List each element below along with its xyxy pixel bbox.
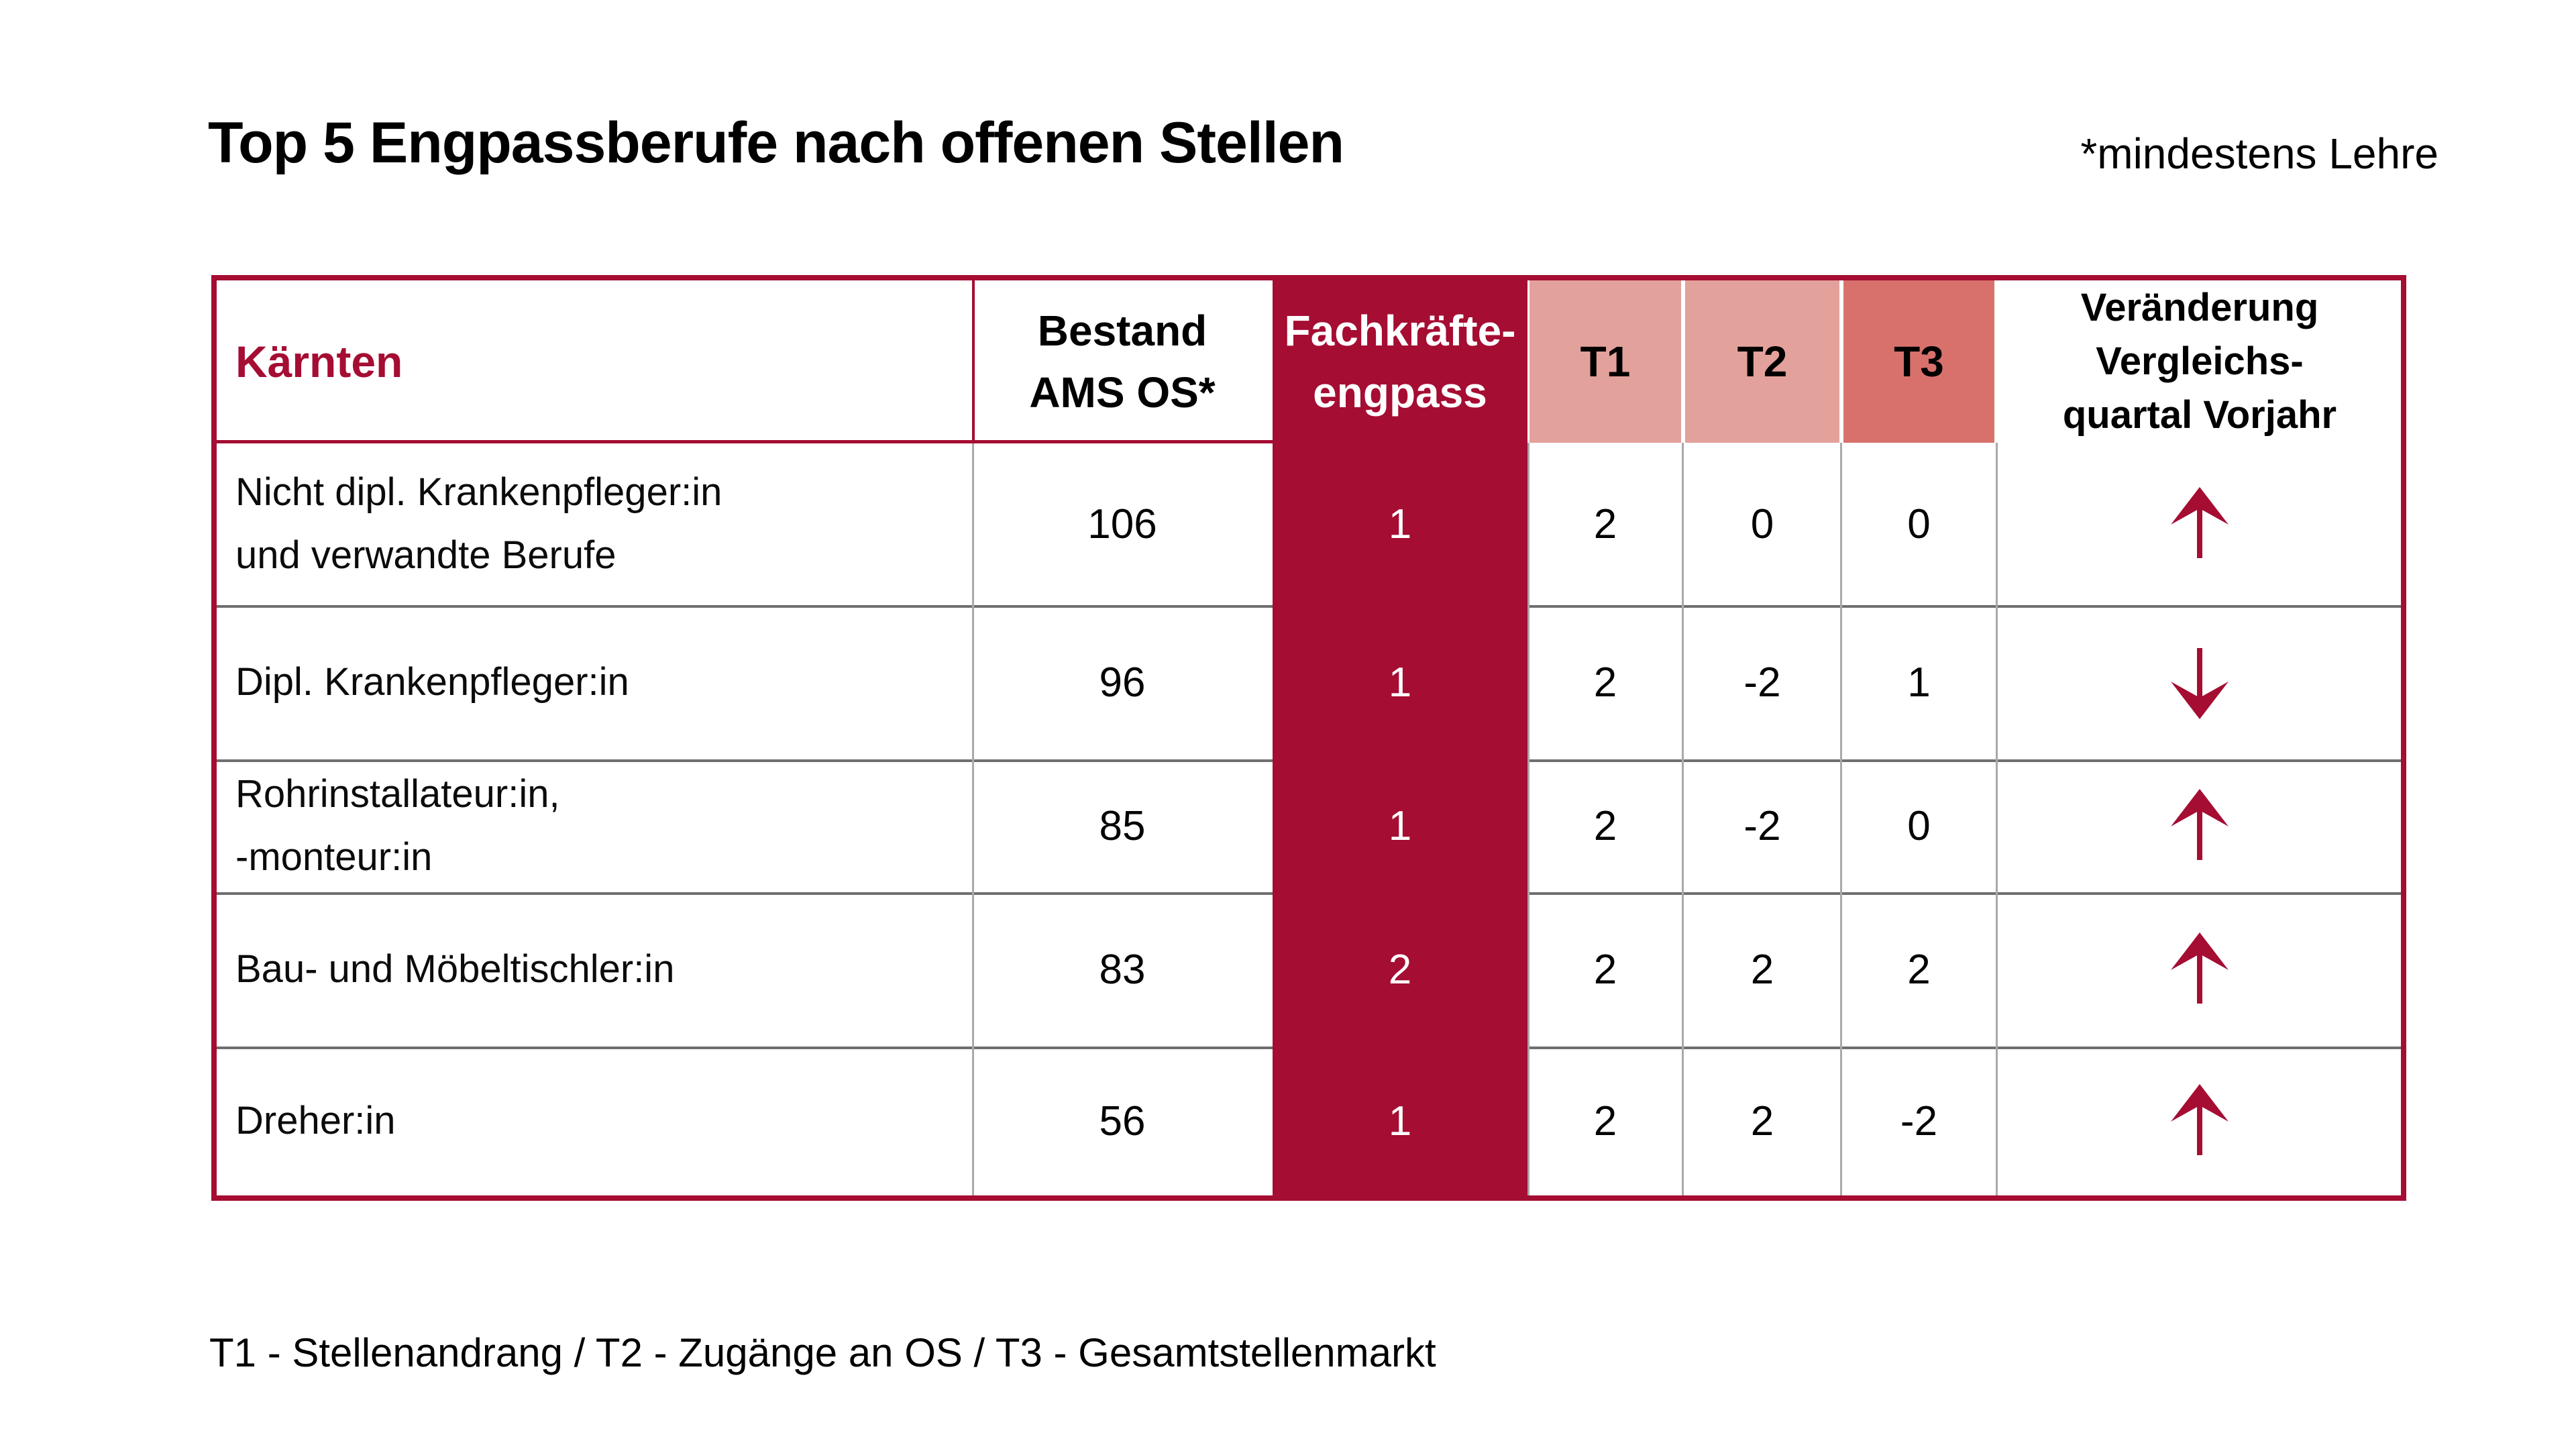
bestand-header-line2: AMS OS* <box>1029 368 1216 417</box>
header-underline <box>217 440 1527 443</box>
change-header-line3: quartal Vorjahr <box>2062 393 2337 437</box>
t3-value: -2 <box>1900 1097 1938 1144</box>
bestand-value: 83 <box>1099 946 1146 993</box>
engpass-column-highlight <box>1273 280 1527 1195</box>
occupation-label: Rohrinstallateur:in, -monteur:in <box>217 759 972 892</box>
t1-value: 2 <box>1593 802 1617 849</box>
occupation-label-line1: Bau- und Möbeltischler:in <box>235 947 675 991</box>
occupation-label-line1: Dreher:in <box>235 1099 396 1142</box>
trend-arrow-icon <box>2171 648 2229 719</box>
trend-arrow-icon <box>2171 487 2229 558</box>
trend-cell <box>1998 1046 2401 1195</box>
header-column-separator <box>972 280 975 443</box>
trend-cell <box>1998 892 2401 1046</box>
engpass-value: 1 <box>1388 802 1412 849</box>
t3-header: T3 <box>1894 337 1944 386</box>
footnote-min-lehre: *mindestens Lehre <box>2080 129 2438 178</box>
occupation-label: Dreher:in <box>217 1046 972 1195</box>
t1-value: 2 <box>1593 1097 1617 1144</box>
bestand-value: 85 <box>1099 802 1146 849</box>
engpass-value: 1 <box>1388 500 1412 547</box>
t3-value: 1 <box>1907 659 1931 706</box>
bestand-value: 96 <box>1099 659 1146 706</box>
t2-value: -2 <box>1743 659 1781 706</box>
t2-header: T2 <box>1737 337 1788 386</box>
engpass-header: Fachkräfte- engpass <box>1273 280 1527 443</box>
column-separator <box>1840 443 1842 1195</box>
occupation-label: Dipl. Krankenpfleger:in <box>217 605 972 759</box>
trend-cell <box>1998 759 2401 892</box>
page-title: Top 5 Engpassberufe nach offenen Stellen <box>208 111 1344 175</box>
legend-text: T1 - Stellenandrang / T2 - Zugänge an OS… <box>209 1330 1436 1375</box>
occupation-label-line1: Nicht dipl. Krankenpfleger:in <box>235 470 722 514</box>
t1-header: T1 <box>1580 337 1631 386</box>
occupation-label: Bau- und Möbeltischler:in <box>217 892 972 1046</box>
engpass-value: 1 <box>1388 1097 1412 1144</box>
change-header: Veränderung Vergleichs- quartal Vorjahr <box>1998 280 2401 443</box>
t2-value: 2 <box>1750 1097 1774 1144</box>
bestand-header-line1: Bestand <box>1037 307 1208 355</box>
engpass-header-line2: engpass <box>1313 368 1487 417</box>
t1-value: 2 <box>1593 946 1617 993</box>
engpass-value: 1 <box>1388 659 1412 706</box>
column-separator <box>1682 443 1684 1195</box>
shortage-occupations-table: Kärnten Bestand AMS OS* Fachkräfte- engp… <box>211 275 2406 1201</box>
occupation-label-line1: Dipl. Krankenpfleger:in <box>235 660 629 704</box>
column-separator <box>1527 443 1529 1195</box>
region-header: Kärnten <box>235 337 403 386</box>
occupation-label-line2: -monteur:in <box>235 835 433 879</box>
t3-value: 0 <box>1907 802 1931 849</box>
trend-cell <box>1998 443 2401 605</box>
bestand-value: 106 <box>1087 500 1157 547</box>
t3-value: 0 <box>1907 500 1931 547</box>
column-separator <box>972 443 974 1195</box>
bestand-value: 56 <box>1099 1097 1146 1144</box>
column-separator <box>1996 443 1998 1195</box>
occupation-label: Nicht dipl. Krankenpfleger:in und verwan… <box>217 443 972 605</box>
t2-value: 2 <box>1750 946 1774 993</box>
t1-header-background <box>1529 280 1681 443</box>
trend-arrow-icon <box>2171 932 2229 1004</box>
t1-value: 2 <box>1593 659 1617 706</box>
t1-value: 2 <box>1593 500 1617 547</box>
t2-header-background <box>1685 280 1839 443</box>
engpass-header-line1: Fachkräfte- <box>1284 307 1516 355</box>
change-header-line2: Vergleichs- <box>2096 339 2304 383</box>
occupation-label-line2: und verwandte Berufe <box>235 533 616 577</box>
t2-value: -2 <box>1743 802 1781 849</box>
t3-header-background <box>1843 280 1994 443</box>
t2-value: 0 <box>1750 500 1774 547</box>
occupation-label-line1: Rohrinstallateur:in, <box>235 772 560 816</box>
t3-value: 2 <box>1907 946 1931 993</box>
trend-cell <box>1998 605 2401 759</box>
trend-arrow-icon <box>2171 1084 2229 1155</box>
engpass-value: 2 <box>1388 946 1412 993</box>
bestand-header: Bestand AMS OS* <box>972 280 1273 443</box>
trend-arrow-icon <box>2171 789 2229 860</box>
change-header-line1: Veränderung <box>2080 286 2319 329</box>
